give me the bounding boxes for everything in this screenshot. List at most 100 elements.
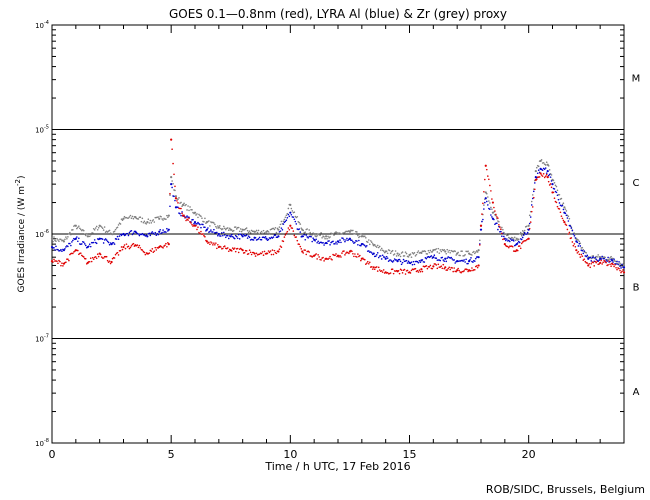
interp-point — [65, 246, 67, 248]
interp-point — [388, 249, 391, 252]
interp-point — [525, 233, 528, 235]
interp-point — [127, 245, 130, 248]
interp-point — [260, 238, 263, 241]
interp-point — [302, 252, 305, 254]
interp-point — [96, 253, 99, 256]
interp-point — [149, 219, 152, 222]
interp-point — [176, 200, 178, 202]
interp-point — [494, 210, 496, 212]
interp-point — [230, 250, 233, 252]
interp-point — [152, 251, 155, 254]
interp-point — [568, 217, 571, 220]
interp-point — [247, 252, 250, 255]
interp-point — [582, 252, 585, 255]
interp-point — [223, 227, 226, 230]
interp-point — [66, 238, 68, 240]
interp-point — [497, 228, 499, 231]
interp-point — [507, 245, 509, 248]
interp-point — [120, 246, 123, 248]
interp-point — [111, 257, 114, 260]
interp-point — [544, 175, 547, 177]
interp-point — [70, 244, 72, 247]
interp-point — [293, 234, 296, 237]
interp-point — [149, 234, 152, 237]
interp-point — [322, 256, 324, 259]
interp-point — [172, 162, 174, 165]
interp-point — [128, 216, 131, 218]
data-point — [62, 249, 66, 252]
interp-point — [224, 236, 227, 239]
interp-point — [202, 223, 204, 226]
interp-point — [57, 262, 59, 265]
interp-point — [207, 227, 209, 229]
interp-point — [572, 244, 575, 247]
interp-point — [79, 252, 82, 254]
interp-point — [239, 228, 242, 230]
interp-point — [308, 251, 311, 253]
data-point — [563, 206, 566, 209]
data-point — [527, 237, 530, 240]
interp-point — [59, 260, 61, 263]
interp-point — [222, 228, 224, 230]
interp-point — [392, 272, 395, 275]
interp-point — [615, 266, 617, 269]
interp-point — [281, 229, 284, 231]
interp-point — [67, 245, 69, 248]
interp-point — [490, 190, 492, 192]
interp-point — [328, 240, 330, 242]
interp-point — [368, 261, 371, 264]
interp-point — [513, 236, 516, 239]
interp-point — [603, 257, 605, 260]
interp-point — [150, 232, 153, 234]
interp-point — [171, 180, 173, 182]
interp-point — [392, 260, 395, 262]
interp-point — [364, 235, 366, 237]
data-point — [122, 232, 125, 236]
interp-point — [256, 231, 259, 234]
interp-point — [84, 258, 87, 260]
data-point — [277, 250, 280, 253]
interp-point — [252, 239, 255, 241]
interp-point — [130, 245, 133, 247]
interp-point — [581, 249, 584, 252]
interp-point — [433, 254, 436, 256]
interp-point — [119, 223, 122, 225]
interp-point — [138, 244, 141, 247]
interp-point — [284, 234, 287, 236]
data-point — [170, 138, 173, 141]
interp-point — [519, 231, 522, 234]
interp-point — [561, 204, 564, 207]
interp-point — [280, 220, 283, 223]
interp-point — [566, 217, 569, 219]
interp-point — [351, 239, 353, 242]
interp-point — [443, 267, 446, 270]
interp-point — [275, 252, 278, 255]
interp-point — [139, 247, 142, 249]
interp-point — [169, 194, 171, 196]
interp-point — [197, 216, 199, 219]
interp-point — [231, 235, 234, 238]
y-tick-label: 10-5 — [35, 125, 49, 135]
interp-point — [262, 229, 265, 232]
interp-point — [608, 260, 610, 262]
interp-point — [545, 161, 548, 164]
interp-point — [255, 252, 258, 255]
interp-point — [409, 272, 412, 274]
interp-point — [619, 262, 621, 265]
interp-point — [375, 266, 378, 268]
interp-point — [558, 208, 561, 210]
interp-point — [174, 185, 176, 188]
interp-point — [528, 227, 531, 230]
interp-point — [542, 161, 545, 164]
interp-point — [290, 207, 293, 210]
interp-point — [268, 232, 271, 235]
interp-point — [436, 267, 439, 270]
flare-class-labels: A B C M — [632, 73, 641, 398]
interp-point — [284, 220, 287, 223]
interp-point — [550, 180, 553, 182]
interp-point — [84, 244, 87, 247]
interp-point — [378, 245, 381, 248]
interp-point — [565, 214, 568, 217]
interp-point — [294, 215, 297, 218]
interp-point — [377, 256, 380, 259]
